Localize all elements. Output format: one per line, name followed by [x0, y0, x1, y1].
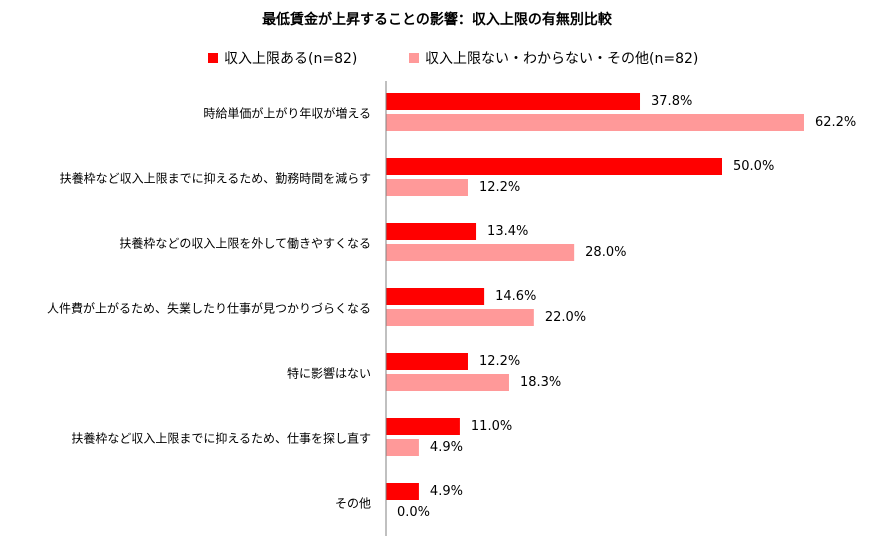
data-label-series-1: 13.4%: [487, 224, 528, 239]
bar-series-1: [386, 223, 477, 240]
data-labels: 37.8% 62.2% 50.0% 12.2% 13.4% 28.0% 14.6% 22.0%…: [397, 94, 856, 520]
bar-series-2: [386, 179, 468, 196]
data-label-series-2: 62.2%: [815, 115, 856, 130]
bar-series-1: [386, 418, 460, 435]
category-label: 扶養枠など収入上限までに抑えるため、勤務時間を減らす: [60, 171, 371, 186]
bar-series-2: [386, 114, 804, 131]
data-label-series-1: 37.8%: [651, 94, 692, 109]
data-label-series-1: 12.2%: [479, 354, 520, 369]
data-label-series-2: 22.0%: [545, 310, 586, 325]
bar-series-1: [386, 288, 485, 305]
bar-series-2: [386, 374, 509, 391]
category-label: その他: [335, 497, 371, 511]
bar-series-2: [386, 309, 534, 326]
bar-series-2: [386, 439, 419, 456]
legend-label-series-2: 収入上限ない・わからない・その他(n=82): [425, 51, 698, 67]
legend-swatch-series-1: [208, 53, 218, 63]
category-label: 扶養枠など収入上限までに抑えるため、仕事を探し直す: [71, 431, 371, 446]
legend-label-series-1: 収入上限ある(n=82): [224, 51, 357, 67]
data-label-series-2: 0.0%: [397, 505, 430, 520]
bars: [386, 93, 804, 500]
data-label-series-2: 4.9%: [430, 440, 463, 455]
category-label: 特に影響はない: [287, 366, 371, 381]
chart-title: 最低賃金が上昇することの影響：収入上限の有無別比較: [262, 11, 613, 28]
category-labels: 時給単価が上がり年収が増える扶養枠など収入上限までに抑えるため、勤務時間を減らす…: [47, 106, 371, 511]
data-label-series-2: 12.2%: [479, 180, 520, 195]
data-label-series-1: 50.0%: [733, 159, 774, 174]
data-label-series-2: 18.3%: [520, 375, 561, 390]
legend-swatch-series-2: [409, 53, 419, 63]
bar-series-1: [386, 483, 419, 500]
bar-series-1: [386, 93, 641, 110]
bar-series-2: [386, 244, 575, 261]
legend: 収入上限ある(n=82) 収入上限ない・わからない・その他(n=82): [208, 51, 698, 67]
category-label: 人件費が上がるため、失業したり仕事が見つかりづらくなる: [47, 301, 371, 316]
category-label: 扶養枠などの収入上限を外して働きやすくなる: [119, 236, 371, 251]
category-label: 時給単価が上がり年収が増える: [203, 106, 371, 121]
bar-series-1: [386, 353, 468, 370]
data-label-series-1: 11.0%: [471, 419, 512, 434]
data-label-series-2: 28.0%: [585, 245, 626, 260]
bar-series-1: [386, 158, 722, 175]
data-label-series-1: 4.9%: [430, 484, 463, 499]
data-label-series-1: 14.6%: [495, 289, 536, 304]
